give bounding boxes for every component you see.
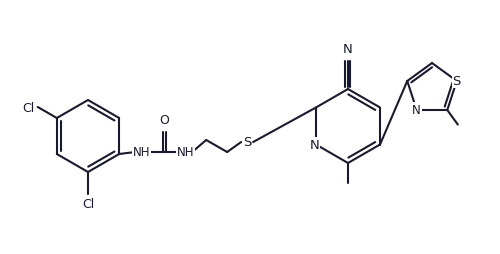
Text: N: N — [412, 103, 421, 116]
Text: NH: NH — [176, 146, 194, 159]
Text: Cl: Cl — [82, 197, 94, 210]
Text: N: N — [310, 138, 320, 151]
Text: N: N — [343, 43, 353, 56]
Text: S: S — [452, 75, 461, 88]
Text: NH: NH — [132, 146, 150, 159]
Text: Cl: Cl — [22, 101, 35, 114]
Text: O: O — [159, 114, 169, 126]
Text: S: S — [243, 136, 252, 149]
